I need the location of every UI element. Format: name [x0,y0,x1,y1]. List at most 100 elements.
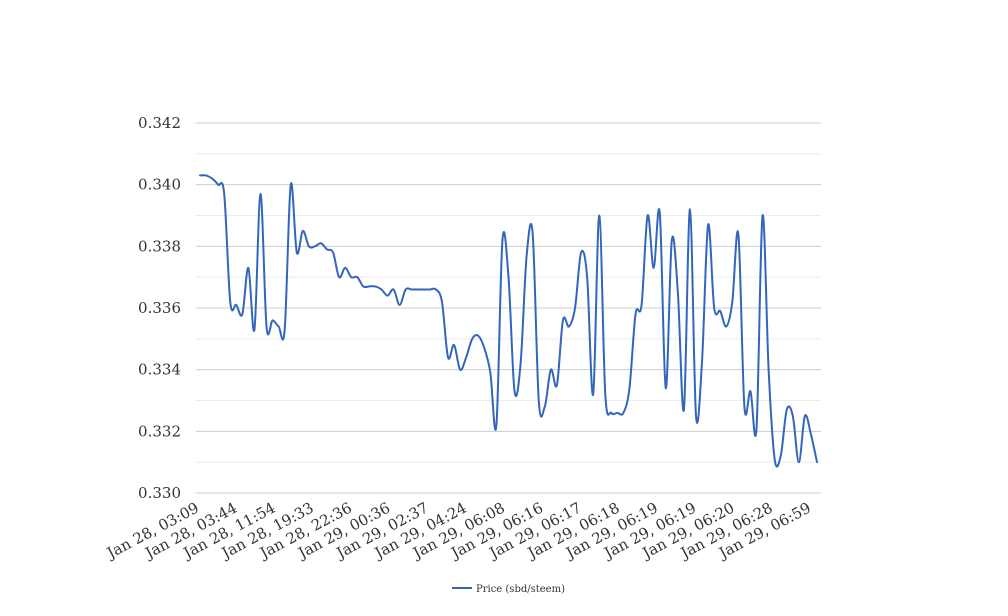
data-point[interactable] [253,328,255,330]
data-point[interactable] [713,307,715,309]
data-point[interactable] [205,174,207,176]
data-point[interactable] [556,384,558,386]
data-point[interactable] [683,409,685,411]
data-point[interactable] [568,325,570,327]
data-point[interactable] [211,177,213,179]
data-point[interactable] [719,310,721,312]
data-point[interactable] [761,214,763,216]
data-point[interactable] [616,412,618,414]
data-point[interactable] [695,415,697,417]
data-point[interactable] [574,307,576,309]
data-point[interactable] [314,245,316,247]
data-point[interactable] [356,276,358,278]
data-point[interactable] [580,251,582,253]
data-point[interactable] [308,245,310,247]
data-point[interactable] [380,288,382,290]
series-line-price[interactable] [199,174,818,468]
data-point[interactable] [538,399,540,401]
data-point[interactable] [501,239,503,241]
data-point[interactable] [562,319,564,321]
data-point[interactable] [277,325,279,327]
data-point[interactable] [350,276,352,278]
data-point[interactable] [749,390,751,392]
data-point[interactable] [725,325,727,327]
data-point[interactable] [755,427,757,429]
data-point[interactable] [344,267,346,269]
data-point[interactable] [816,461,818,463]
data-point[interactable] [465,356,467,358]
data-point[interactable] [495,424,497,426]
data-point[interactable] [441,301,443,303]
data-point[interactable] [646,214,648,216]
data-point[interactable] [447,356,449,358]
data-point[interactable] [507,276,509,278]
data-point[interactable] [665,387,667,389]
data-point[interactable] [513,390,515,392]
data-point[interactable] [417,288,419,290]
data-point[interactable] [241,313,243,315]
data-point[interactable] [701,359,703,361]
data-point[interactable] [411,288,413,290]
data-point[interactable] [332,251,334,253]
data-point[interactable] [398,304,400,306]
data-point[interactable] [229,301,231,303]
data-point[interactable] [302,230,304,232]
data-point[interactable] [671,239,673,241]
data-point[interactable] [792,415,794,417]
data-point[interactable] [429,288,431,290]
data-point[interactable] [628,387,630,389]
data-point[interactable] [392,288,394,290]
data-point[interactable] [459,368,461,370]
data-point[interactable] [780,455,782,457]
data-point[interactable] [489,372,491,374]
data-point[interactable] [223,193,225,195]
data-point[interactable] [265,325,267,327]
data-point[interactable] [404,288,406,290]
data-point[interactable] [290,183,292,185]
data-point[interactable] [423,288,425,290]
data-point[interactable] [271,319,273,321]
data-point[interactable] [804,415,806,417]
data-point[interactable] [199,174,201,176]
data-point[interactable] [544,405,546,407]
data-point[interactable] [743,405,745,407]
data-point[interactable] [283,328,285,330]
data-point[interactable] [786,409,788,411]
data-point[interactable] [737,233,739,235]
data-point[interactable] [326,248,328,250]
data-point[interactable] [338,276,340,278]
data-point[interactable] [604,393,606,395]
data-point[interactable] [435,288,437,290]
data-point[interactable] [634,313,636,315]
data-point[interactable] [677,291,679,293]
data-point[interactable] [798,461,800,463]
data-point[interactable] [320,242,322,244]
data-point[interactable] [525,254,527,256]
data-point[interactable] [773,458,775,460]
data-point[interactable] [586,276,588,278]
data-point[interactable] [731,301,733,303]
data-point[interactable] [235,304,237,306]
data-point[interactable] [652,267,654,269]
data-point[interactable] [374,285,376,287]
data-point[interactable] [767,368,769,370]
data-point[interactable] [386,294,388,296]
data-point[interactable] [296,251,298,253]
data-point[interactable] [659,211,661,213]
data-point[interactable] [217,183,219,185]
data-point[interactable] [477,335,479,337]
data-point[interactable] [610,412,612,414]
data-point[interactable] [622,412,624,414]
data-point[interactable] [550,368,552,370]
data-point[interactable] [592,393,594,395]
data-point[interactable] [471,338,473,340]
data-point[interactable] [483,347,485,349]
data-point[interactable] [259,193,261,195]
data-point[interactable] [689,208,691,210]
data-point[interactable] [519,362,521,364]
data-point[interactable] [810,433,812,435]
legend[interactable]: Price (sbd/steem) [452,584,565,595]
data-point[interactable] [598,214,600,216]
data-point[interactable] [362,285,364,287]
data-point[interactable] [247,267,249,269]
